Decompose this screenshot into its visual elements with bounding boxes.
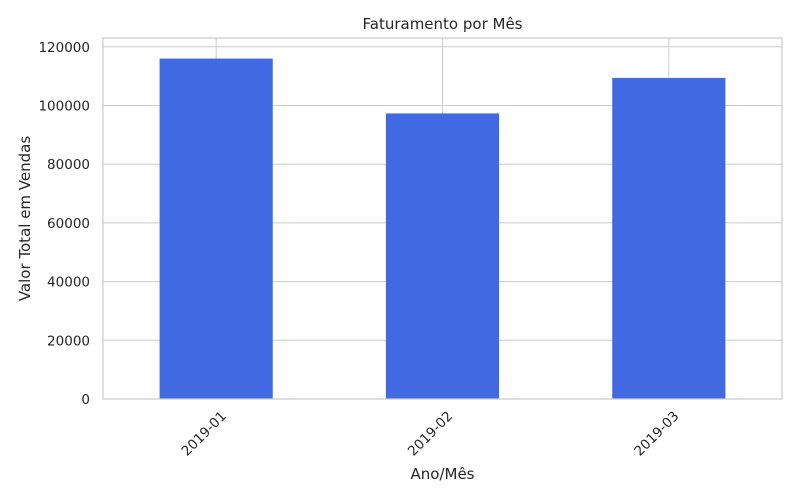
y-tick-labels: 0 20000 40000 60000 80000 100000 120000 [38, 40, 90, 408]
bar-2019-02 [385, 113, 500, 399]
bar-2019-03 [612, 77, 726, 400]
x-axis-label: Ano/Mês [411, 465, 475, 483]
x-tick-labels: 2019-01 2019-02 2019-03 [179, 408, 683, 459]
y-tick-label: 20000 [47, 333, 90, 349]
chart-title: Faturamento por Mês [363, 15, 523, 33]
y-tick-label: 0 [81, 392, 90, 408]
x-tick-label: 2019-03 [631, 408, 682, 459]
y-axis-label: Valor Total em Vendas [16, 136, 34, 302]
y-tick-label: 80000 [47, 157, 90, 173]
plot-frame [102, 37, 783, 400]
bar-2019-01 [159, 58, 273, 400]
y-tick-label: 40000 [47, 275, 90, 291]
y-tick-label: 100000 [38, 99, 90, 115]
bars-layer [159, 58, 726, 400]
y-tick-label: 60000 [47, 216, 90, 232]
x-tick-label: 2019-01 [179, 408, 230, 459]
y-tick-label: 120000 [38, 40, 90, 56]
x-tick-label: 2019-02 [405, 408, 456, 459]
